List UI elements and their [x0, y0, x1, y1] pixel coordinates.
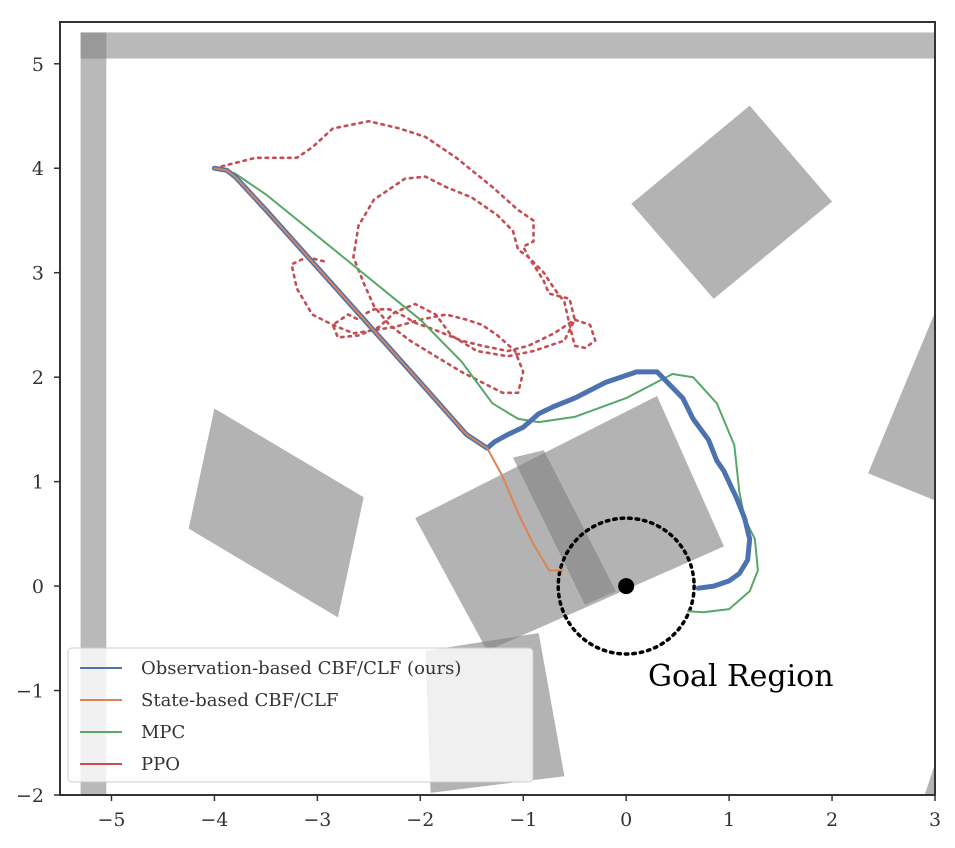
goal-region-label: Goal Region: [648, 659, 834, 694]
legend: Observation-based CBF/CLF (ours) State-ba…: [67, 647, 534, 783]
obstacle-2: [512, 450, 616, 605]
x-axis-ticks: −5 −4 −3 −2 −1 0 1 2 3: [97, 795, 941, 831]
y-axis-ticks: −2 −1 0 1 2 3 4 5: [16, 54, 60, 807]
x-tick-label-4: −1: [509, 809, 537, 831]
legend-label-0: Observation-based CBF/CLF (ours): [141, 658, 461, 679]
x-tick-label-8: 3: [929, 809, 941, 831]
x-tick-label-1: −4: [200, 809, 228, 831]
goal-region: [556, 516, 696, 656]
obstacle-0: [188, 408, 364, 618]
legend-label-3: PPO: [141, 754, 180, 775]
obstacle-6: [924, 763, 935, 795]
x-tick-label-7: 2: [826, 809, 838, 831]
x-tick-label-2: −3: [303, 809, 331, 831]
x-tick-label-3: −2: [406, 809, 434, 831]
legend-label-2: MPC: [141, 722, 185, 743]
series-line-3: [213, 119, 597, 395]
y-tick-label-4: 2: [32, 367, 44, 389]
y-tick-label-1: −1: [16, 681, 44, 703]
series-line-1: [213, 167, 564, 572]
goal-circle: [556, 516, 696, 656]
y-tick-label-7: 5: [32, 54, 44, 76]
y-tick-label-0: −2: [16, 785, 44, 807]
y-tick-label-2: 0: [32, 576, 44, 598]
axes-frame: [59, 21, 936, 796]
series-line-2: [213, 167, 759, 614]
goal-point: [618, 578, 635, 595]
y-tick-label-5: 3: [32, 263, 44, 285]
goal-label-group: Goal Region: [648, 659, 834, 694]
walls: [80, 32, 935, 795]
x-tick-label-5: 0: [620, 809, 632, 831]
obstacle-3: [631, 105, 833, 299]
y-tick-label-6: 4: [32, 158, 44, 180]
legend-label-1: State-based CBF/CLF: [141, 690, 338, 711]
legend-box: [67, 647, 534, 783]
wall-0: [80, 32, 935, 59]
x-tick-label-6: 1: [723, 809, 735, 831]
x-tick-label-0: −5: [97, 809, 125, 831]
series-lines: [211, 119, 759, 614]
obstacle-4: [868, 312, 935, 501]
y-tick-label-3: 1: [32, 472, 44, 494]
